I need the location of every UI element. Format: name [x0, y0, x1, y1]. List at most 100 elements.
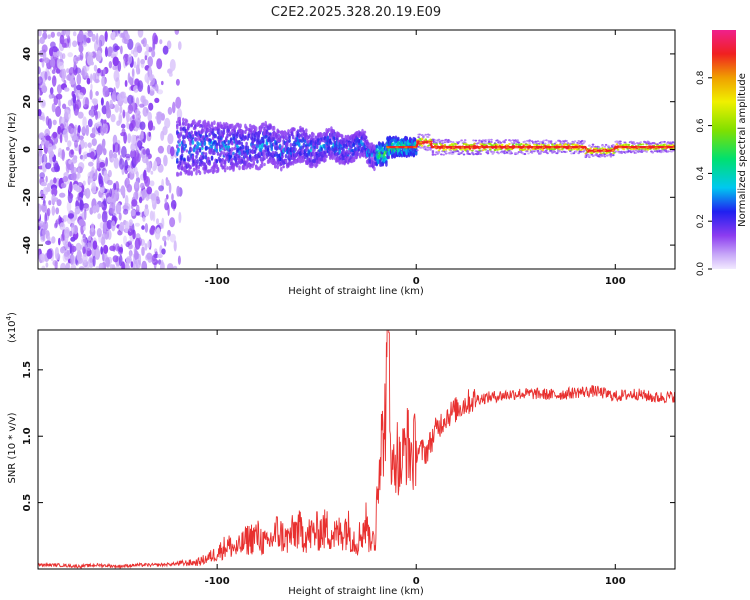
spectrogram-noise-cell-320 [157, 145, 164, 154]
spectrogram-noise-cell-749 [80, 127, 87, 134]
spectrogram-noise-cell-901 [112, 255, 119, 263]
snr-series-line [38, 330, 675, 569]
spectrogram-noise-cell-501 [79, 51, 84, 61]
spectrogram-band-cell-2163 [451, 144, 455, 147]
spectrogram-band-cell-278 [208, 162, 211, 166]
spectrogram-noise-cell-582 [85, 242, 92, 251]
spectrogram-band-cell-172 [196, 159, 199, 164]
spectrogram-noise-cell-1080 [90, 222, 95, 233]
spectrogram-band-cell-2764 [595, 153, 598, 156]
spectrogram-band-cell-2384 [504, 139, 508, 141]
spectrogram-band-cell-479 [232, 164, 235, 170]
spectrogram-band-cell-2820 [609, 155, 613, 158]
spectrogram-noise-cell-1075 [38, 88, 41, 100]
spectrogram-noise-cell-806 [160, 261, 165, 269]
spectrogram-noise-cell-139 [95, 266, 100, 269]
spectrogram-noise-cell-837 [121, 261, 126, 269]
spectrogram-band-cell-2684 [576, 144, 579, 147]
spectrogram-band-cell-1526 [357, 148, 361, 152]
spectrogram-band-cell-2548 [543, 142, 547, 145]
spectrogram-noise-cell-989 [102, 85, 110, 98]
spectrogram-noise-cell-616 [141, 225, 145, 230]
spectrogram-band-cell-2409 [510, 142, 514, 144]
spectrogram-band-cell-1653 [373, 166, 376, 172]
snr-xtick-label-1: 0 [413, 576, 420, 587]
spectrogram-band-cell-769 [266, 145, 270, 151]
spectrogram-band-cell-1489 [352, 142, 356, 148]
spectrogram-noise-cell-627 [171, 193, 174, 201]
spectrogram-noise-cell-1060 [67, 99, 72, 107]
spectrogram-band-cell-2948 [639, 141, 643, 144]
spectrogram-band-cell-2431 [516, 152, 519, 155]
snr-scale-label: (x104) [5, 312, 18, 343]
colorbar-tick-label-0: 0.0 [696, 262, 706, 277]
spectrogram-band-cell-2564 [547, 144, 551, 147]
spectrogram-band-cell-734 [263, 162, 266, 167]
spectrogram-band-cell-129 [190, 171, 193, 177]
spectrogram-band-cell-2484 [528, 139, 531, 142]
spectrogram-noise-cell-1043 [109, 188, 112, 198]
spectrogram-noise-cell-890 [130, 119, 136, 129]
spectrogram-noise-cell-957 [121, 128, 126, 134]
spectrogram-noise-cell-1010 [102, 221, 107, 233]
spectrogram-band-cell-2099 [436, 140, 440, 143]
spectrogram-band-cell-2808 [606, 151, 609, 154]
spectrogram-band-cell-2269 [477, 153, 480, 155]
spectrogram-noise-cell-86 [175, 78, 180, 86]
spectrogram-noise-cell-968 [81, 68, 85, 80]
spectrogram-band-cell-976 [291, 134, 295, 140]
spectrogram-band-cell-1287 [328, 134, 332, 139]
spectrogram-band-cell-2102 [437, 151, 441, 154]
spectrogram-band-cell-944 [288, 135, 291, 140]
spectrogram-noise-cell-745 [173, 204, 176, 210]
spectrogram-noise-cell-918 [41, 114, 46, 122]
spectrogram-noise-cell-739 [56, 31, 62, 37]
spectrogram-band-cell-449 [228, 131, 232, 135]
spectrogram-band-cell-2204 [461, 150, 465, 153]
spectrogram-band-cell-2312 [487, 140, 491, 143]
spectrogram-noise-cell-973 [90, 73, 93, 84]
spectrogram-noise-cell-591 [118, 254, 123, 267]
spectrogram-noise-cell-776 [107, 179, 113, 186]
spectrogram-noise-cell-718 [51, 187, 58, 197]
snr-xtick-label-2: 100 [605, 576, 626, 587]
spectrogram-band-cell-2917 [632, 141, 635, 144]
spectrogram-band-cell-2400 [509, 139, 512, 142]
spectrogram-noise-cell-670 [40, 99, 46, 109]
spectrogram-noise-cell-1037 [75, 57, 81, 61]
spectrogram-noise-cell-175 [105, 157, 108, 167]
spectrogram-noise-cell-1039 [125, 153, 131, 159]
spectrogram-noise-cell-25 [139, 103, 145, 108]
spectrogram-band-cell-452 [229, 154, 233, 159]
spectrogram-noise-cell-887 [92, 255, 96, 267]
spectrogram-band-cell-2667 [572, 141, 576, 144]
spectrogram-band-cell-241 [204, 152, 208, 157]
spectrogram-band-cell-2221 [466, 148, 469, 150]
spectrogram-noise-cell-902 [115, 77, 120, 89]
spectrogram-band-cell-2199 [460, 152, 463, 154]
spectrogram-noise-cell-1055 [111, 90, 117, 103]
spectrogram-noise-cell-924 [44, 71, 48, 81]
spectrogram-band-cell-596 [246, 157, 250, 162]
spectrogram-noise-cell-943 [125, 61, 128, 67]
spectrogram-noise-cell-301 [149, 86, 157, 92]
spectrogram-band-cell-2124 [442, 148, 446, 151]
spectrogram-band-cell-105 [188, 170, 191, 176]
spectrogram-noise-cell-1017 [152, 32, 158, 45]
spectrogram-band-cell-2636 [565, 150, 568, 153]
spectrogram-band-cell-3046 [663, 140, 666, 143]
spectrogram-band-cell-2733 [588, 144, 591, 147]
spectrogram-band-cell-2377 [503, 152, 506, 155]
spectrogram-band-cell-178 [196, 150, 199, 156]
spectrogram-band-cell-268 [207, 128, 210, 133]
spectrogram-band-cell-2848 [615, 143, 619, 146]
spectrogram-band-cell-2476 [527, 152, 530, 155]
spectrogram-band-cell-2404 [509, 150, 512, 153]
spectrogram-noise-cell-994 [59, 192, 66, 198]
spectrogram-band-cell-2214 [463, 139, 467, 142]
spectrogram-noise-cell-1014 [74, 67, 82, 74]
spectrogram-noise-cell-971 [97, 68, 101, 74]
spectrogram-noise-cell-823 [105, 257, 110, 268]
spectrogram-band-cell-599 [246, 145, 250, 150]
spectrogram-noise-cell-909 [38, 220, 44, 226]
